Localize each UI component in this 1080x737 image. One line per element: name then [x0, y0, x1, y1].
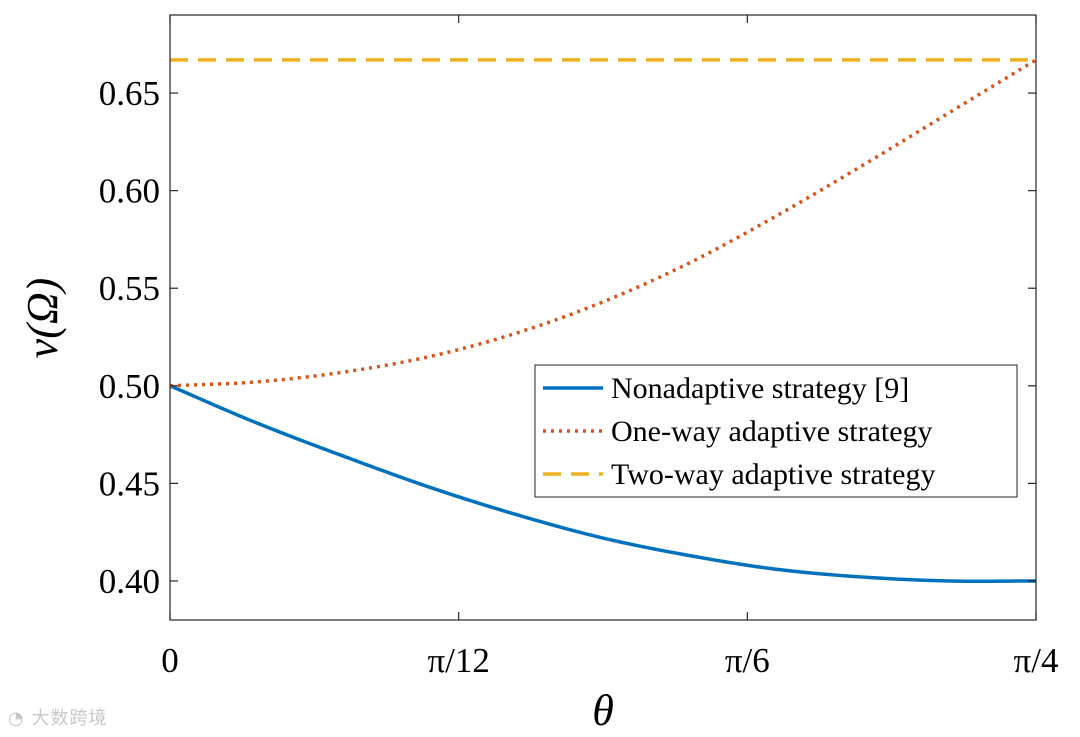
- series-line-1: [169, 384, 1037, 583]
- ticks-layer: [169, 15, 1037, 620]
- tick-labels-layer: 0 π/12 π/6 π/4 0.40 0.45 0.50 0.55 0.60 0.65: [99, 74, 1059, 680]
- y-tick-label-1: 0.45: [99, 464, 160, 503]
- legend-label-1: Nonadaptive strategy [9]: [611, 372, 909, 405]
- x-axis-title: θ: [592, 686, 614, 735]
- y-tick-label-0: 0.40: [99, 562, 160, 601]
- series-layer: [169, 58, 1037, 583]
- y-tick-label-2: 0.50: [99, 367, 160, 406]
- watermark: ◔ 大数跨境: [8, 704, 107, 730]
- weibo-logo-icon: ◔: [8, 708, 25, 729]
- x-tick-label-3: π/4: [1014, 641, 1059, 680]
- plot-frame: [169, 14, 1037, 621]
- y-tick-label-4: 0.60: [99, 172, 160, 211]
- legend-box: [534, 364, 1018, 498]
- legend-label-2: One-way adaptive strategy: [611, 415, 933, 448]
- y-axis-title: v(Ω): [18, 278, 67, 359]
- series-line-2: [169, 58, 1037, 388]
- x-tick-label-2: π/6: [725, 641, 770, 680]
- y-tick-label-3: 0.55: [99, 269, 160, 308]
- x-tick-label-0: 0: [161, 641, 179, 680]
- watermark-text: 大数跨境: [31, 708, 108, 729]
- legend-label-3: Two-way adaptive strategy: [611, 458, 935, 491]
- legend: Nonadaptive strategy [9] One-way adaptive…: [534, 364, 1018, 498]
- y-tick-label-5: 0.65: [99, 74, 160, 113]
- x-tick-label-1: π/12: [427, 641, 489, 680]
- legend-entries: Nonadaptive strategy [9] One-way adaptive…: [543, 372, 935, 491]
